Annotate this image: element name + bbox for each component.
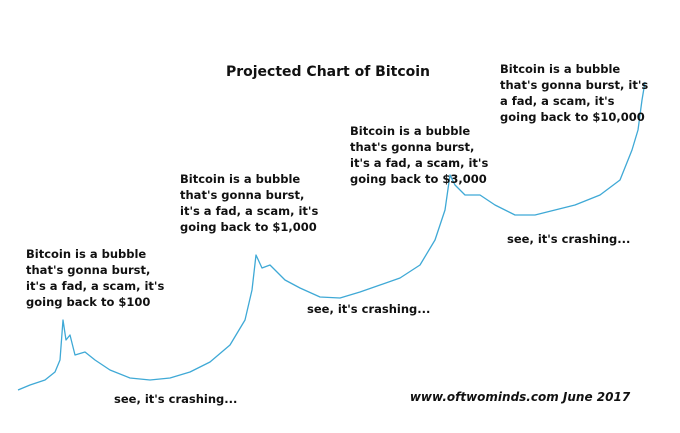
annotation-line: going back to $3,000 xyxy=(350,172,487,186)
annotation-line: it's a fad, a scam, it's xyxy=(350,156,488,170)
annotation-line: Bitcoin is a bubble xyxy=(500,62,620,76)
annotation-line: it's a fad, a scam, it's xyxy=(180,204,318,218)
annotation-line: see, it's crashing... xyxy=(507,232,630,246)
annotation-line: Bitcoin is a bubble xyxy=(26,247,146,261)
annotation-line: Bitcoin is a bubble xyxy=(350,124,470,138)
annotation-line: that's gonna burst, xyxy=(26,263,150,277)
annotation-line: Bitcoin is a bubble xyxy=(180,172,300,186)
price-line xyxy=(17,81,646,391)
annotation-line: that's gonna burst, xyxy=(350,140,474,154)
annotation-line: see, it's crashing... xyxy=(307,302,430,316)
annotation-line: see, it's crashing... xyxy=(114,392,237,406)
annotation-line: going back to $100 xyxy=(26,295,150,309)
annotation-line: a fad, a scam, it's xyxy=(500,94,615,108)
annotation-line: going back to $10,000 xyxy=(500,110,645,124)
annotation-line: that's gonna burst, xyxy=(180,188,304,202)
footer: www.oftwominds.com June 2017 xyxy=(410,390,631,404)
annotation-line: going back to $1,000 xyxy=(180,220,317,234)
annotation-line: that's gonna burst, it's xyxy=(500,78,648,92)
chart-title: Projected Chart of Bitcoin xyxy=(226,64,430,80)
annotation-line: it's a fad, a scam, it's xyxy=(26,279,164,293)
